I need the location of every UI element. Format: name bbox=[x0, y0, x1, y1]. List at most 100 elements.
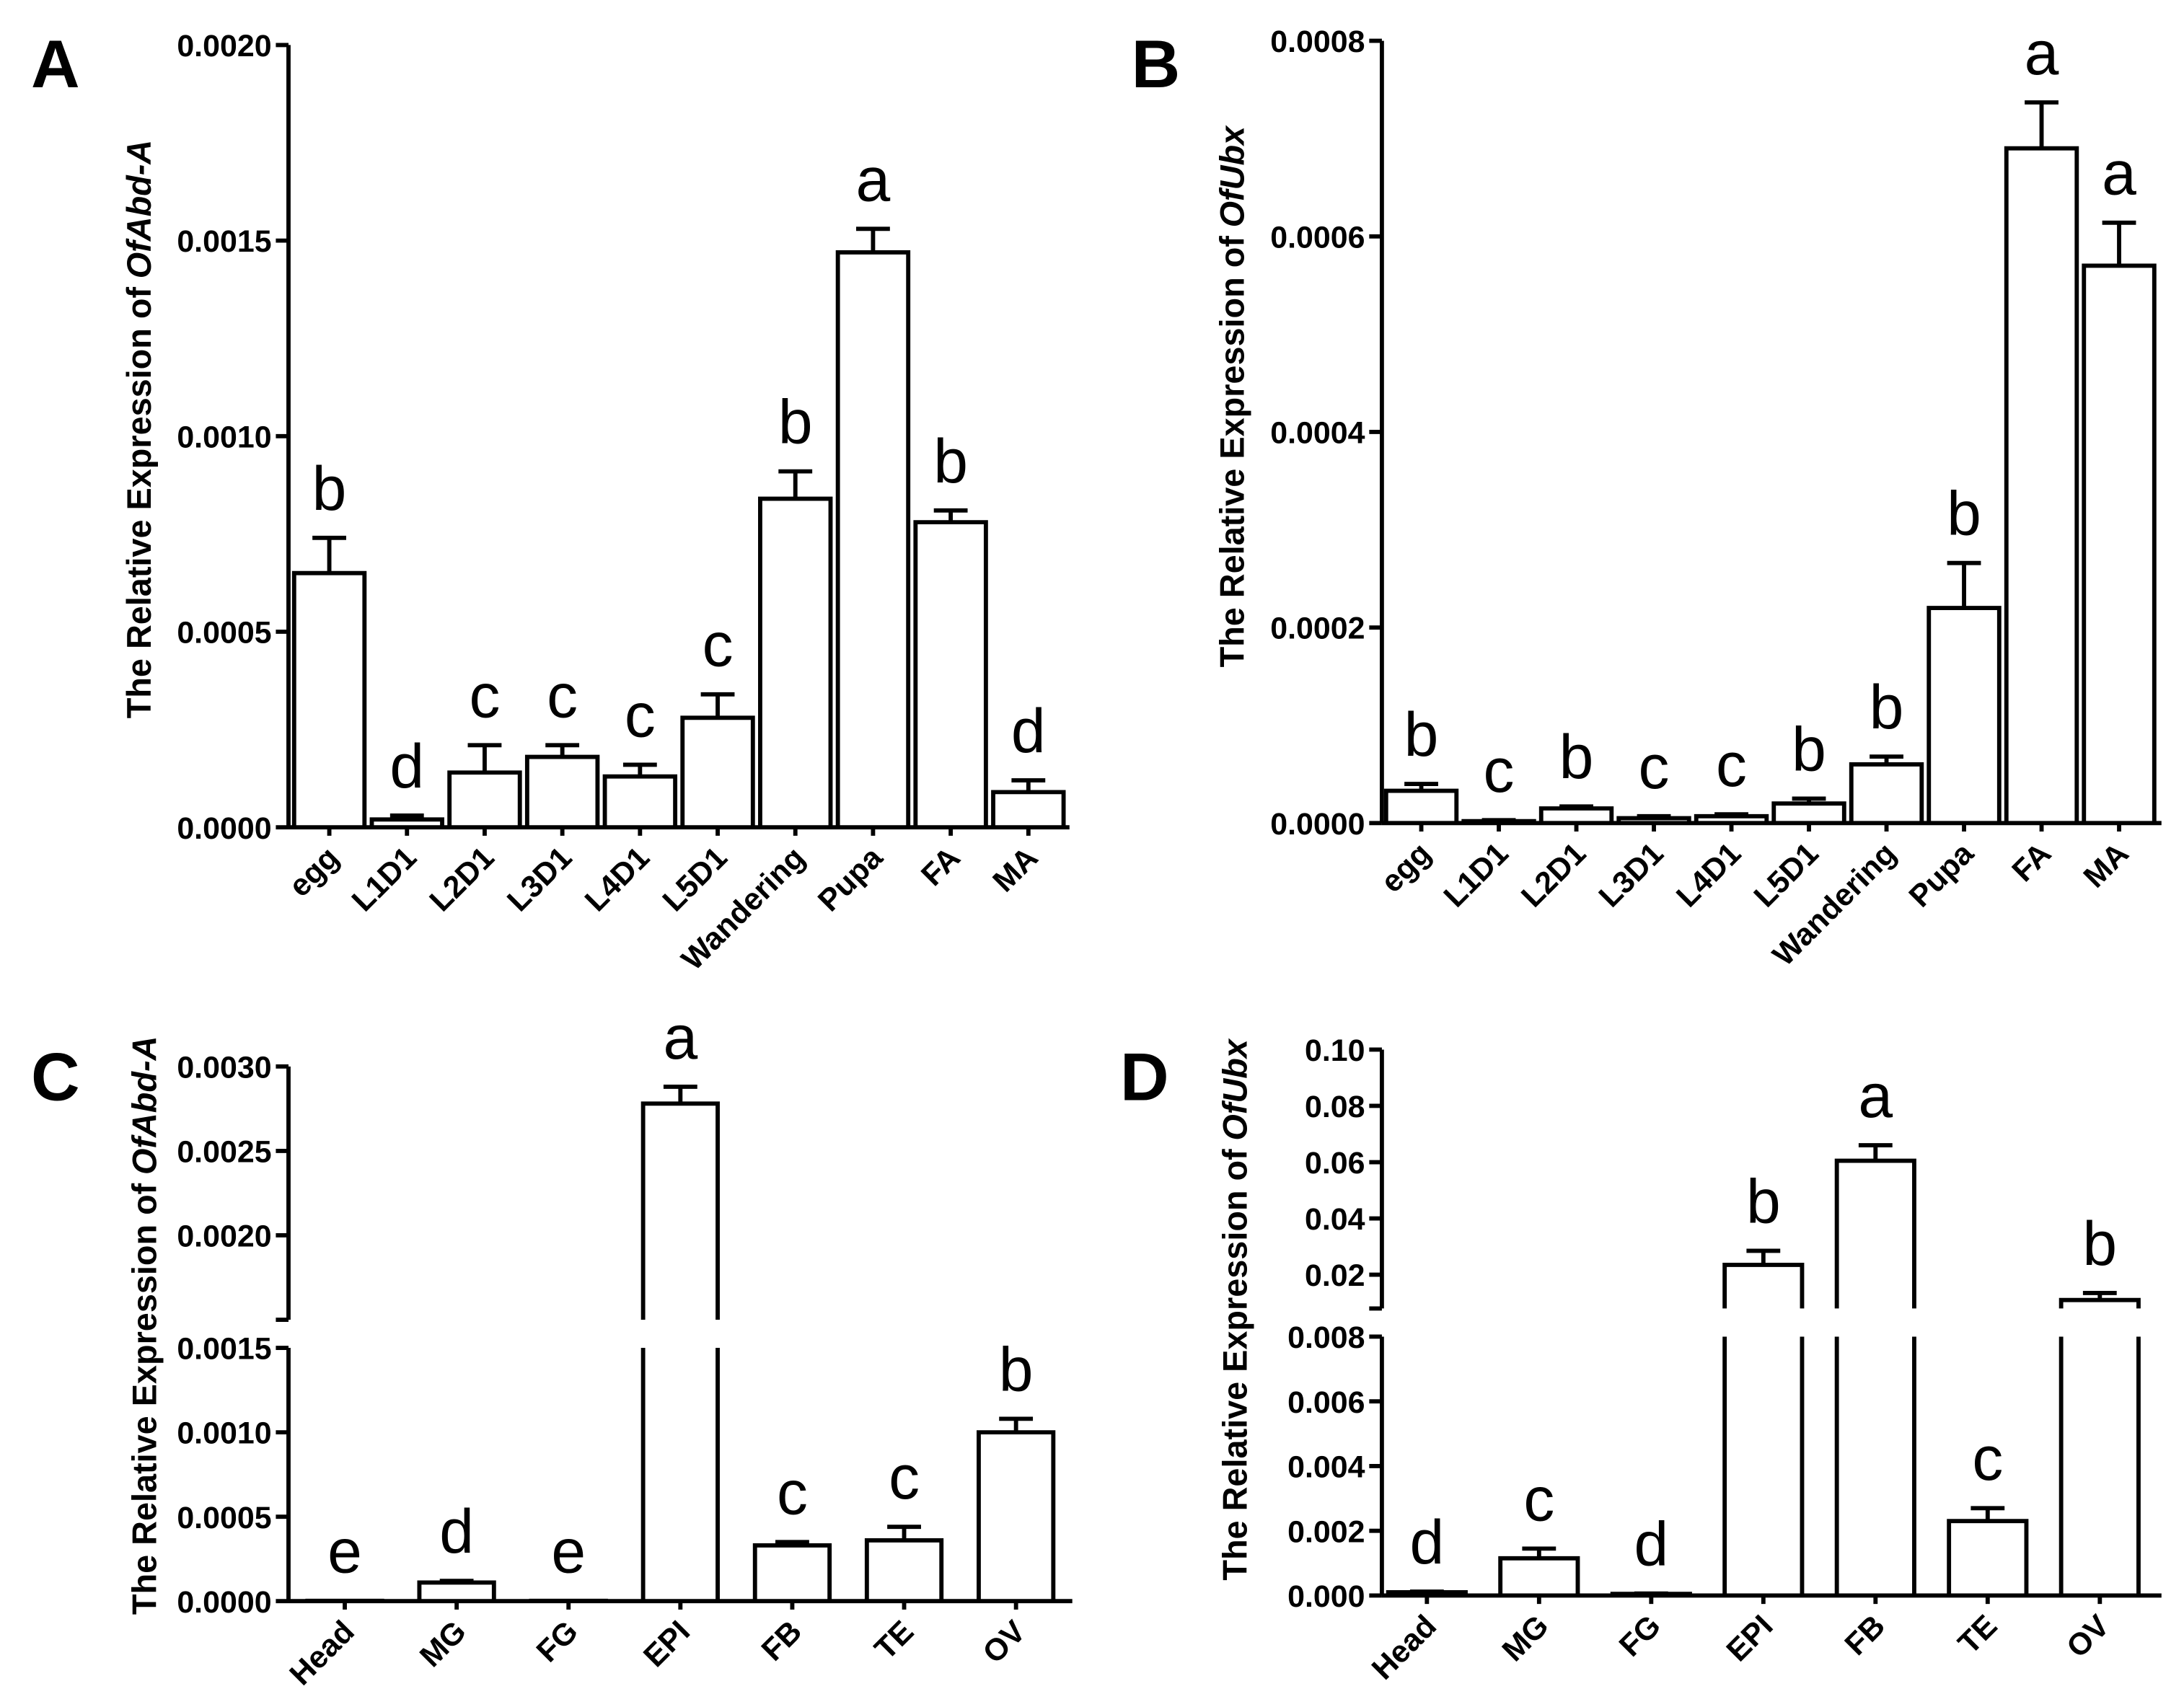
y-tick-label: 0.0020 bbox=[177, 29, 271, 63]
error-bar bbox=[1011, 778, 1046, 793]
y-axis-title-gene: OfUbx bbox=[1217, 1038, 1254, 1140]
significance-letter: b bbox=[2082, 1209, 2117, 1279]
error-bar bbox=[775, 1540, 809, 1545]
significance-letter: c bbox=[1972, 1424, 2003, 1494]
error-bar bbox=[2102, 220, 2136, 266]
error-bar bbox=[856, 226, 890, 252]
y-axis-title: The Relative Expression of OfAbd-A bbox=[120, 140, 158, 718]
y-tick-label: 0.004 bbox=[1287, 1450, 1365, 1485]
error-bar bbox=[1522, 1546, 1556, 1558]
error-bar bbox=[1481, 818, 1516, 823]
y-axis-title-text: The Relative Expression of bbox=[120, 287, 158, 719]
significance-letter: b bbox=[1404, 700, 1439, 769]
error-bar bbox=[1870, 754, 1903, 764]
bar bbox=[447, 770, 522, 828]
y-tick-label: 0.0000 bbox=[177, 1585, 271, 1620]
error-bar bbox=[545, 743, 580, 757]
significance-letter: c bbox=[469, 661, 500, 731]
significance-letter: b bbox=[778, 388, 813, 457]
y-tick-label: 0.02 bbox=[1305, 1258, 1365, 1293]
error-bar bbox=[1637, 813, 1671, 819]
y-tick-label: 0.0004 bbox=[1270, 416, 1365, 451]
y-axis-title: The Relative Expression of OfAbd-A bbox=[126, 1036, 164, 1615]
significance-letter: b bbox=[1870, 673, 1904, 742]
significance-letter: a bbox=[1858, 1062, 1893, 1131]
y-tick-label: 0.0005 bbox=[177, 616, 271, 650]
significance-letter: e bbox=[551, 1517, 586, 1587]
y-tick-label: 0.0020 bbox=[177, 1219, 271, 1254]
error-bar bbox=[2082, 1291, 2117, 1300]
significance-letter: d bbox=[439, 1497, 474, 1566]
significance-letter: d bbox=[1011, 697, 1046, 766]
significance-letter: b bbox=[1559, 723, 1594, 792]
bar bbox=[1947, 1519, 2029, 1596]
bar bbox=[977, 1430, 1056, 1602]
y-tick-label: 0.04 bbox=[1305, 1202, 1365, 1237]
error-bar bbox=[467, 743, 502, 773]
significance-letter: a bbox=[663, 1003, 697, 1072]
y-axis-title: The Relative Expression of OfUbx bbox=[1214, 125, 1251, 667]
bar bbox=[680, 715, 755, 828]
error-bar bbox=[1746, 1248, 1781, 1265]
bar bbox=[991, 790, 1066, 828]
significance-letter: b bbox=[312, 454, 347, 524]
error-bar bbox=[1858, 1143, 1893, 1161]
y-tick-label: 0.0006 bbox=[1270, 220, 1365, 255]
bar bbox=[291, 570, 367, 828]
significance-letter: c bbox=[625, 681, 656, 750]
y-tick-label: 0.006 bbox=[1287, 1385, 1365, 1420]
bar bbox=[602, 774, 678, 828]
significance-letter: d bbox=[389, 732, 424, 801]
significance-letter: b bbox=[1792, 715, 1826, 784]
bar bbox=[835, 250, 911, 828]
y-tick-label: 0.0005 bbox=[177, 1501, 271, 1535]
significance-letter: c bbox=[547, 661, 578, 731]
significance-letter: c bbox=[703, 611, 734, 680]
y-axis-title-gene: OfAbd-A bbox=[120, 140, 158, 278]
significance-letter: c bbox=[1716, 731, 1747, 800]
bar bbox=[1498, 1556, 1580, 1596]
significance-letter: b bbox=[933, 427, 968, 496]
significance-letter: d bbox=[1634, 1510, 1668, 1579]
error-bar bbox=[887, 1525, 921, 1540]
bar bbox=[758, 496, 833, 828]
y-tick-label: 0.0010 bbox=[177, 1416, 271, 1451]
significance-letter: c bbox=[1639, 733, 1670, 802]
y-tick-label: 0.0015 bbox=[177, 1332, 271, 1367]
significance-letter: b bbox=[999, 1335, 1034, 1404]
y-tick-label: 0.000 bbox=[1287, 1579, 1365, 1614]
error-bar bbox=[663, 1085, 697, 1104]
significance-letter: a bbox=[2025, 19, 2059, 88]
axes: 0.000 0.002 0.004 0.006 0.008 0.02 0.04 0.06 0.0… bbox=[1287, 1033, 2162, 1614]
bar bbox=[2004, 146, 2079, 824]
error-bar bbox=[1404, 782, 1438, 791]
y-tick-label: 0.0010 bbox=[177, 420, 271, 454]
error-bar bbox=[999, 1416, 1034, 1433]
axes: 0.0000 0.0005 0.0010 0.0015 0.0020 bbox=[177, 29, 1070, 846]
error-bar bbox=[1792, 796, 1826, 804]
bar bbox=[864, 1538, 944, 1602]
y-axis-title-gene: OfAbd-A bbox=[126, 1036, 164, 1175]
bar bbox=[1771, 801, 1846, 824]
y-tick-label: 0.0002 bbox=[1270, 612, 1365, 646]
significance-letter: d bbox=[1409, 1508, 1444, 1577]
y-tick-label: 0.008 bbox=[1287, 1320, 1365, 1355]
y-tick-label: 0.0030 bbox=[177, 1050, 271, 1085]
significance-letter: a bbox=[856, 145, 891, 214]
significance-letter: b bbox=[1947, 480, 1981, 549]
bar bbox=[2082, 263, 2157, 824]
bar bbox=[913, 520, 988, 828]
axes: 0.0000 0.0002 0.0004 0.0006 0.0008 bbox=[1270, 25, 2162, 842]
y-tick-label: 0.0000 bbox=[1270, 807, 1365, 842]
error-bar bbox=[1971, 1506, 2005, 1522]
y-tick-label: 0.0015 bbox=[177, 224, 271, 259]
y-tick-label: 0.002 bbox=[1287, 1514, 1365, 1549]
error-bar bbox=[700, 692, 735, 718]
y-tick-label: 0.10 bbox=[1305, 1033, 1365, 1068]
error-bar bbox=[1947, 560, 1981, 609]
error-bar bbox=[933, 508, 968, 523]
significance-letter: c bbox=[1523, 1465, 1554, 1534]
significance-letter: c bbox=[1484, 736, 1515, 806]
